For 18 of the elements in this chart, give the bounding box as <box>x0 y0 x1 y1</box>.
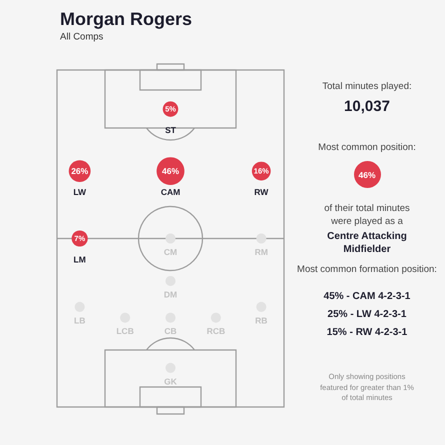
text: Most common position: <box>317 142 417 154</box>
text: 25% - LW 4-2-3-1 <box>326 308 408 321</box>
text: 10,037 <box>343 97 391 116</box>
category-label: LW <box>73 187 88 198</box>
category-label: RW <box>254 187 270 198</box>
text: 45% - CAM 4-2-3-1 <box>322 290 412 303</box>
text: Morgan Rogers <box>60 9 192 29</box>
data-label: 46% <box>162 166 180 176</box>
text: Centre Attacking Midfielder <box>326 230 408 256</box>
category-label: CAM <box>160 187 180 198</box>
text: Most common formation position: <box>296 264 438 276</box>
category-label: LM <box>74 254 86 264</box>
data-label: 26% <box>71 166 89 176</box>
text: of their total minutes were played as a <box>323 202 411 228</box>
category-label: ST <box>165 125 177 136</box>
text: Total minutes played: <box>321 81 413 94</box>
text: 15% - RW 4-2-3-1 <box>326 326 408 339</box>
text: All Comps <box>60 32 104 42</box>
